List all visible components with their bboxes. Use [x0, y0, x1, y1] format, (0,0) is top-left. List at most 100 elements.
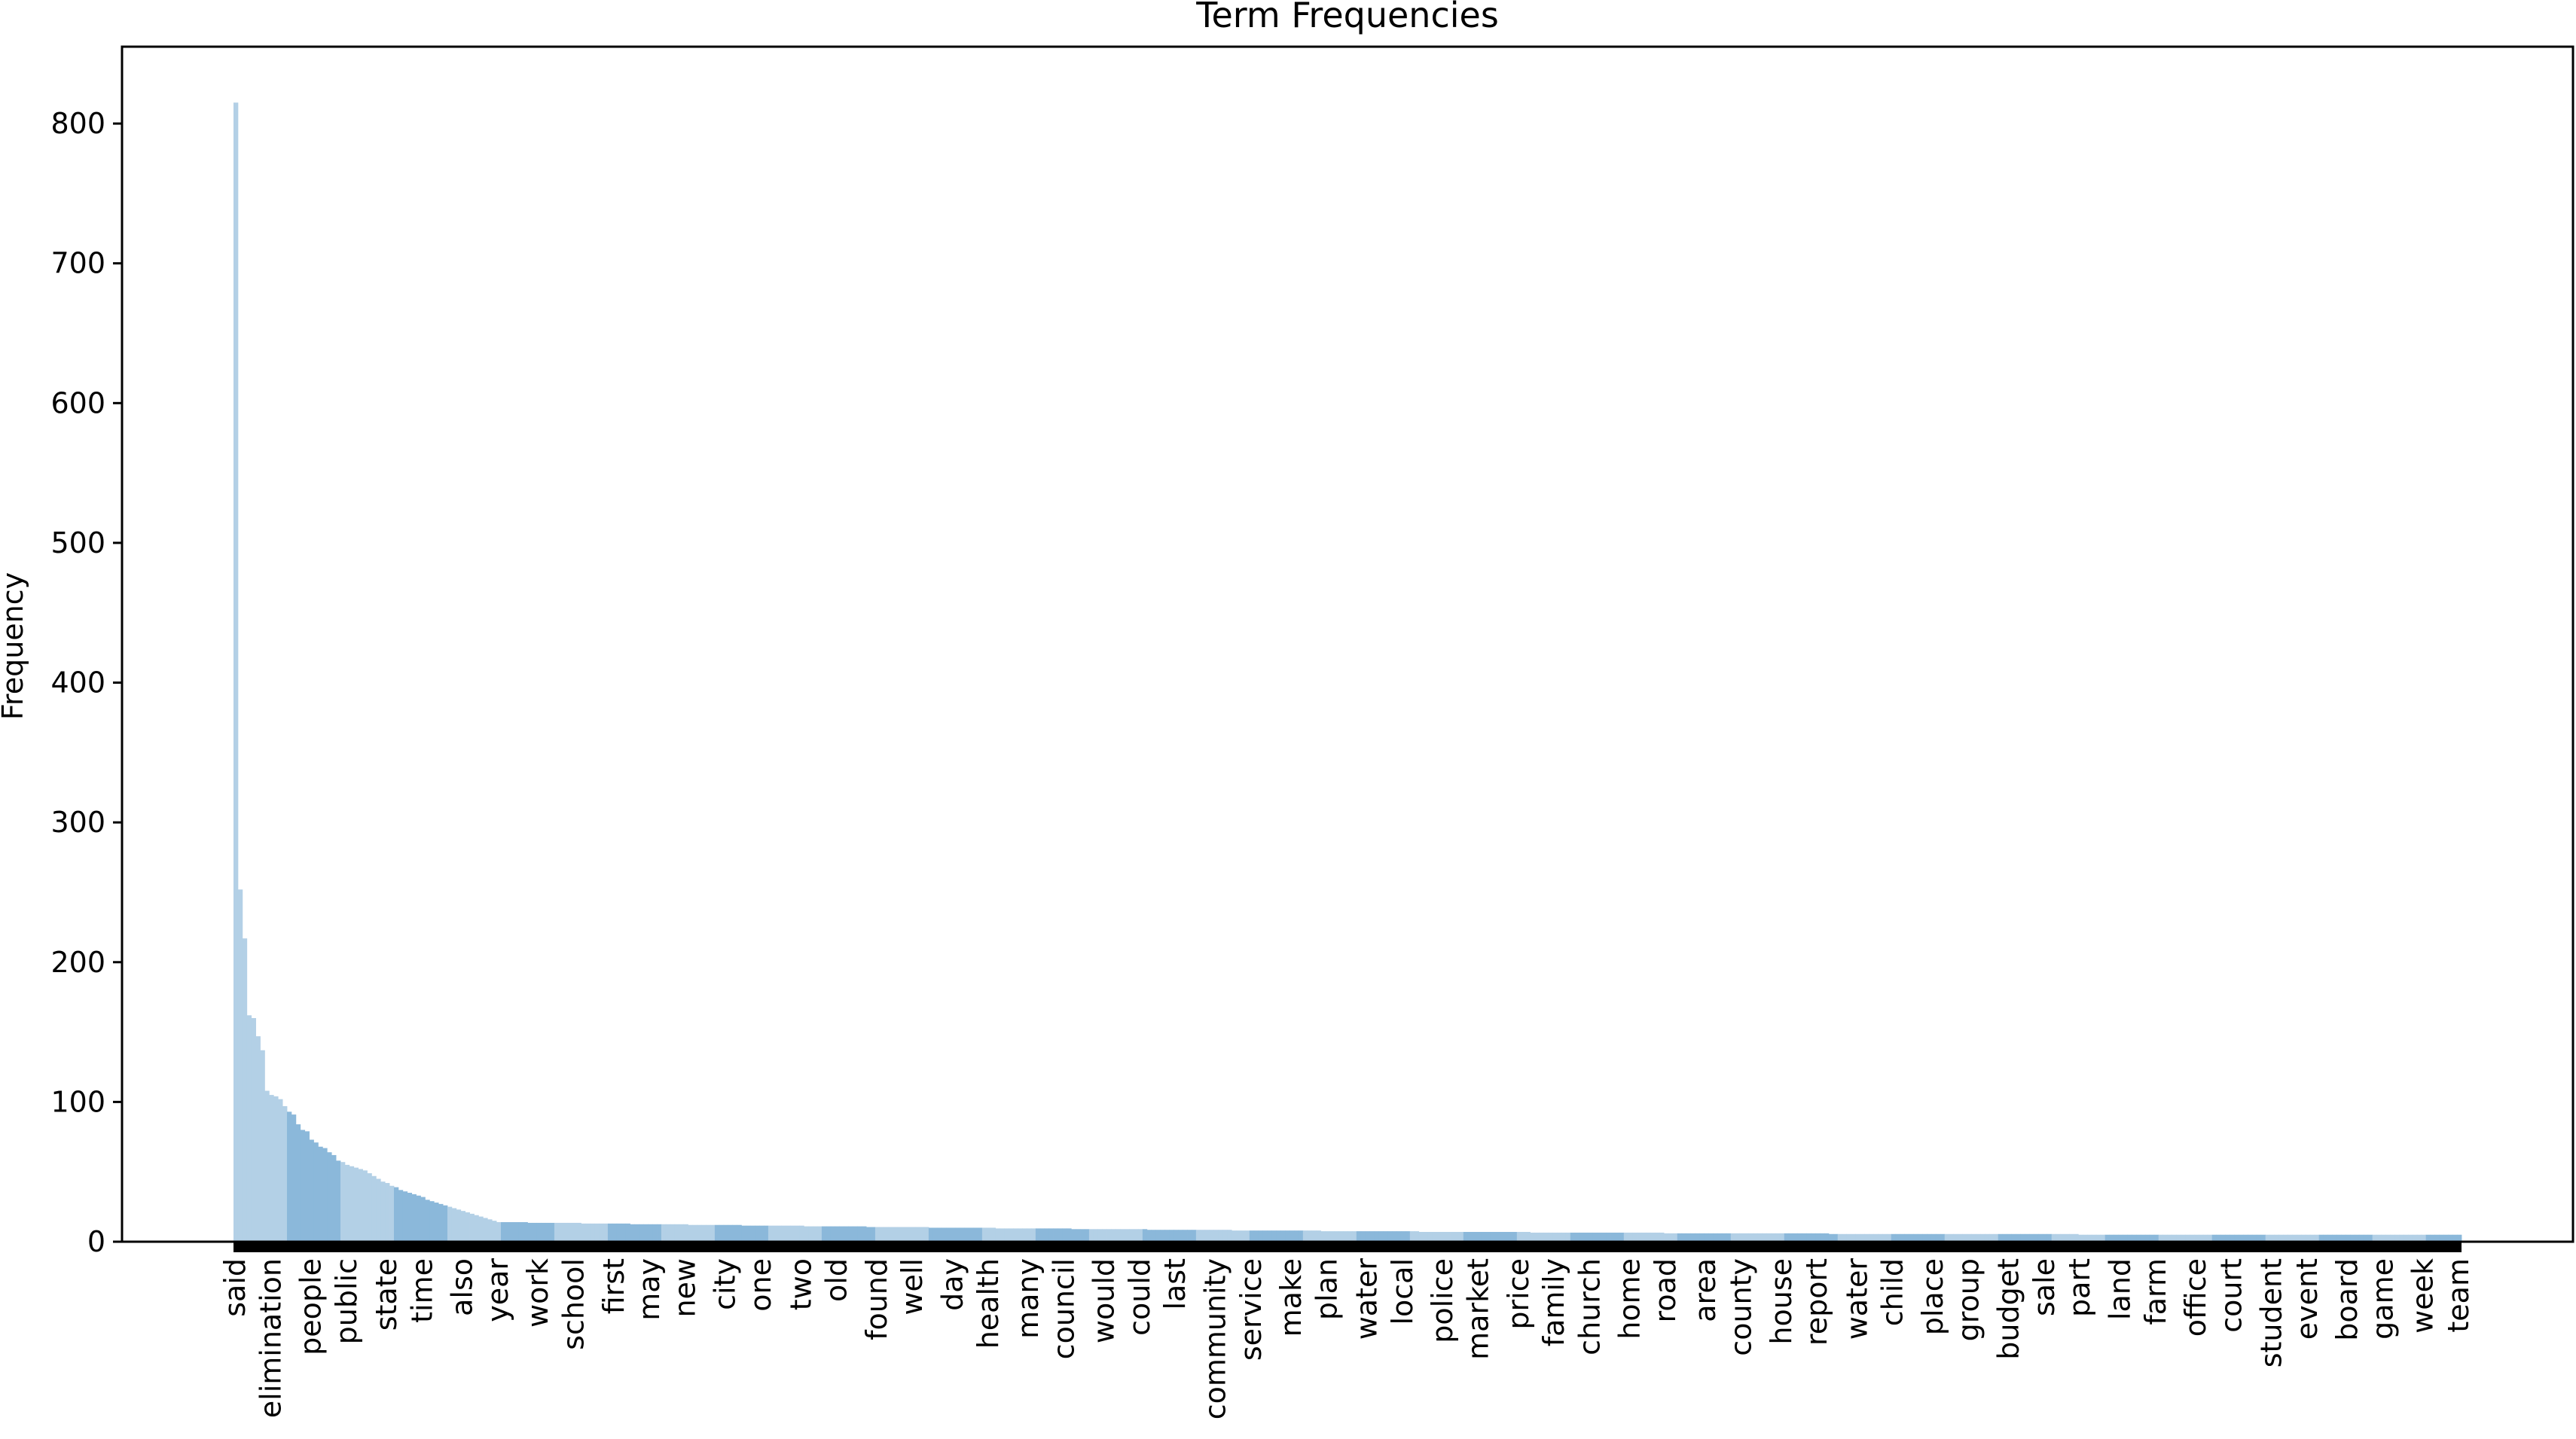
bar [371, 1175, 377, 1242]
bar [1775, 1233, 1781, 1242]
bar [269, 1095, 274, 1242]
x-tick-label: first [597, 1258, 630, 1314]
bar [1253, 1230, 1259, 1242]
bar [2425, 1234, 2431, 1242]
bar [674, 1224, 679, 1242]
bar [1280, 1230, 1286, 1242]
bar [1565, 1232, 1571, 1242]
bar [862, 1226, 867, 1242]
bar [1427, 1232, 1433, 1242]
bar [509, 1222, 515, 1242]
bar [808, 1226, 813, 1242]
bar [2037, 1233, 2043, 1242]
bar [1744, 1233, 1749, 1242]
bar [322, 1148, 328, 1242]
bar [1392, 1231, 1397, 1242]
bar [844, 1226, 849, 1242]
bar [1467, 1232, 1473, 1242]
bar [2363, 1234, 2369, 1242]
bar [1882, 1233, 1888, 1242]
bar [2355, 1234, 2360, 1242]
x-tick-label: police [1426, 1258, 1459, 1343]
bar [764, 1225, 769, 1242]
bar [358, 1169, 363, 1242]
bar [1290, 1230, 1295, 1242]
bar [2412, 1234, 2418, 1242]
bar [741, 1225, 746, 1242]
bar [2416, 1234, 2422, 1242]
bar [1998, 1233, 2004, 1242]
bar [340, 1162, 346, 1242]
bar [879, 1227, 885, 1242]
bar [2060, 1233, 2065, 1242]
bar [2007, 1233, 2012, 1242]
bar [2274, 1234, 2279, 1242]
bar [2127, 1234, 2132, 1242]
bar [1886, 1233, 1892, 1242]
bar [1824, 1233, 1830, 1242]
bar [2078, 1234, 2083, 1242]
bar [1174, 1230, 1179, 1242]
bar [1356, 1231, 1362, 1242]
bar [1623, 1232, 1629, 1242]
bar [2230, 1234, 2235, 1242]
y-tick-label: 400 [50, 666, 105, 700]
bar [246, 1015, 252, 1242]
bar [2341, 1234, 2346, 1242]
bar [349, 1166, 355, 1242]
x-tick-label: church [1573, 1258, 1606, 1355]
bar [327, 1152, 332, 1242]
bar [1285, 1230, 1290, 1242]
bar [2327, 1234, 2333, 1242]
bar [1614, 1232, 1620, 1242]
bar [1512, 1232, 1518, 1242]
x-tick-label: area [1689, 1258, 1722, 1322]
bar [376, 1178, 381, 1242]
bar [380, 1181, 386, 1242]
bar [928, 1227, 934, 1242]
bar [874, 1227, 881, 1242]
bar [1583, 1232, 1589, 1242]
bar [1664, 1233, 1669, 1242]
bar [897, 1227, 902, 1242]
x-tick-label: plan [1310, 1258, 1343, 1320]
bar [1400, 1231, 1406, 1242]
bar [416, 1195, 421, 1242]
bar [1655, 1232, 1660, 1242]
bar [1325, 1231, 1330, 1242]
bar [2323, 1234, 2328, 1242]
bar [1164, 1230, 1170, 1242]
bar [661, 1224, 667, 1242]
bar [1779, 1233, 1785, 1242]
bar [848, 1226, 853, 1242]
bar [607, 1223, 613, 1242]
bar [1918, 1233, 1923, 1242]
bar [1988, 1233, 1995, 1242]
bar [1543, 1232, 1549, 1242]
bar [920, 1227, 925, 1242]
bar [2225, 1234, 2230, 1242]
bar [465, 1212, 470, 1242]
bar [309, 1139, 314, 1242]
bar [2430, 1234, 2435, 1242]
bar [1788, 1233, 1793, 1242]
bar [2194, 1234, 2199, 1242]
x-tick-label: sale [2028, 1258, 2061, 1316]
x-tick-label: said [218, 1258, 252, 1317]
bars-group [233, 102, 2462, 1242]
bar [393, 1187, 399, 1242]
bar [1343, 1231, 1348, 1242]
bar [2123, 1234, 2128, 1242]
bar [594, 1223, 600, 1242]
bar [884, 1227, 890, 1242]
bar [1628, 1232, 1634, 1242]
bar [581, 1223, 586, 1242]
bar [893, 1227, 898, 1242]
bar [1200, 1230, 1206, 1242]
y-tick-label: 600 [50, 386, 105, 419]
bar [2372, 1234, 2377, 1242]
bar [2091, 1234, 2097, 1242]
bar [951, 1227, 956, 1242]
bar [688, 1224, 693, 1242]
x-tick-label: elimination [254, 1258, 287, 1418]
